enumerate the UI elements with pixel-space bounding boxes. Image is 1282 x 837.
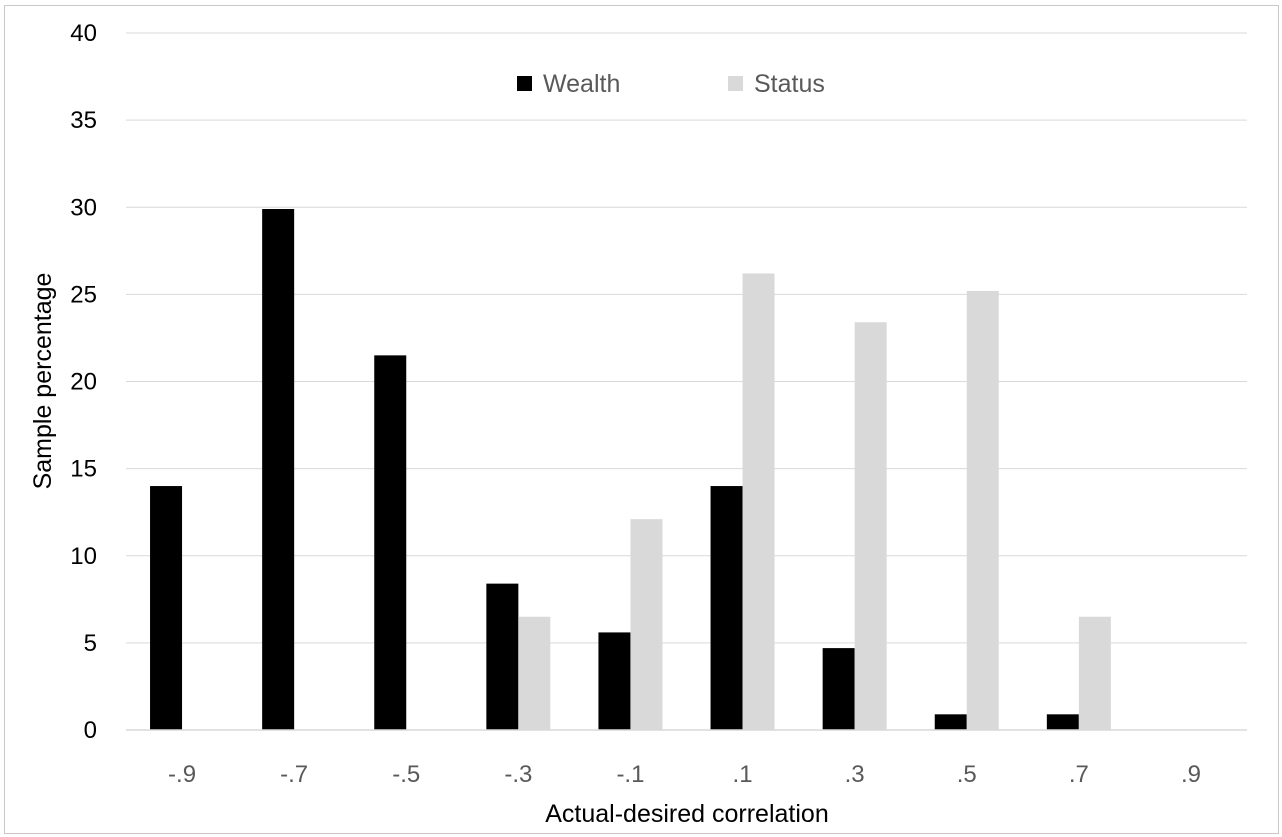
bar-wealth [934, 714, 967, 730]
bar-status [518, 616, 551, 730]
gridlines [126, 32, 1247, 644]
y-tick-labels: 0 5 10 15 20 25 30 35 40 [70, 20, 97, 744]
bar-wealth [262, 208, 295, 730]
bar-wealth [374, 355, 407, 730]
y-axis-title: Sample percentage [29, 273, 57, 490]
x-tick-labels: -.9 -.7 -.5 -.3 -.1 .1 .3 .5 .7 .9 [168, 761, 1201, 788]
bar-wealth [150, 486, 183, 730]
x-tick-label: .7 [1069, 761, 1089, 788]
chart-frame [4, 5, 1279, 834]
legend-label-status: Status [754, 70, 825, 98]
bar-status [966, 290, 999, 730]
y-tick-label: 5 [84, 630, 97, 657]
y-tick-label: 35 [70, 107, 97, 134]
bar-wealth [1046, 714, 1079, 730]
x-tick-label: -.3 [504, 761, 532, 788]
x-tick-label: .5 [957, 761, 977, 788]
x-axis-title: Actual-desired correlation [545, 800, 828, 828]
y-tick-label: 40 [70, 20, 97, 47]
bars [150, 208, 1111, 730]
bar-wealth [598, 632, 631, 730]
bar-status [854, 322, 887, 730]
y-tick-label: 25 [70, 281, 97, 308]
x-tick-label: -.9 [168, 761, 196, 788]
x-tick-label: .3 [845, 761, 865, 788]
legend-swatch-wealth [517, 76, 532, 91]
y-tick-label: 10 [70, 543, 97, 570]
bar-status [630, 519, 663, 730]
x-tick-label: -.1 [616, 761, 644, 788]
legend-label-wealth: Wealth [543, 70, 620, 98]
y-tick-label: 15 [70, 456, 97, 483]
bar-wealth [710, 486, 743, 730]
x-tick-label: .9 [1181, 761, 1201, 788]
bar-wealth [486, 583, 519, 730]
legend: Wealth Status [517, 70, 825, 98]
x-tick-label: .1 [733, 761, 753, 788]
bar-status [742, 273, 775, 730]
bar-wealth [822, 648, 855, 730]
x-tick-label: -.5 [392, 761, 420, 788]
bar-status [1078, 616, 1111, 730]
y-tick-label: 0 [84, 717, 97, 744]
y-tick-label: 30 [70, 194, 97, 221]
x-tick-label: -.7 [280, 761, 308, 788]
legend-swatch-status [728, 76, 743, 91]
y-tick-label: 20 [70, 369, 97, 396]
